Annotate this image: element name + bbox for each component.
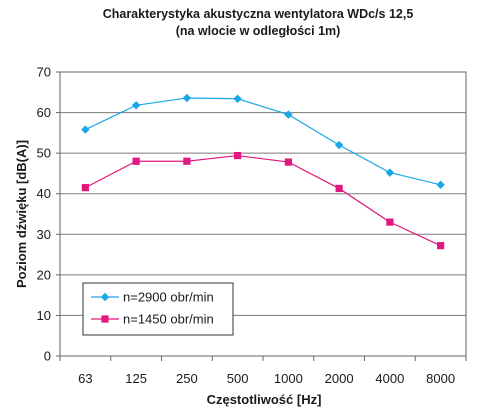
legend-marker <box>101 315 109 323</box>
y-tick-label: 0 <box>44 349 51 364</box>
y-tick-label: 10 <box>37 308 51 323</box>
data-point <box>81 125 90 134</box>
legend-label: n=2900 obr/min <box>123 290 214 305</box>
data-point <box>234 151 242 160</box>
data-point <box>182 93 192 103</box>
x-tick-label: 1000 <box>274 371 303 386</box>
x-tick-label: 250 <box>176 371 198 386</box>
series-line <box>85 154 441 247</box>
y-tick-label: 30 <box>37 227 51 242</box>
data-point <box>132 157 140 165</box>
data-point <box>131 101 141 110</box>
data-point <box>233 94 242 103</box>
x-tick-label: 63 <box>78 371 92 386</box>
data-point <box>335 184 343 193</box>
x-tick-label: 2000 <box>325 371 354 386</box>
x-axis-ticks: 63 125 250 500 1000 2000 4000 8000 <box>59 356 467 386</box>
chart-subtitle: (na wlocie w odległości 1m) <box>176 24 341 38</box>
chart-title: Charakterystyka akustyczna wentylatora W… <box>103 7 414 21</box>
data-point <box>385 168 395 177</box>
y-tick-label: 50 <box>37 146 51 161</box>
data-point <box>334 140 344 150</box>
grid-lines <box>60 112 466 316</box>
legend: n=2900 obr/min n=1450 obr/min <box>82 282 234 336</box>
data-point <box>284 158 292 166</box>
legend-entry: n=2900 obr/min <box>91 290 214 305</box>
y-tick-label: 60 <box>37 105 51 120</box>
series-1 <box>81 93 445 189</box>
y-axis-ticks: 0 10 20 30 40 50 60 70 <box>37 65 60 364</box>
data-point <box>386 218 394 226</box>
x-tick-label: 4000 <box>375 371 404 386</box>
y-axis-label: Poziom dźwięku [dB(A)] <box>14 140 29 288</box>
series-layer <box>81 93 445 250</box>
x-tick-label: 8000 <box>426 371 455 386</box>
x-tick-label: 125 <box>125 371 147 386</box>
y-tick-label: 70 <box>37 65 51 80</box>
data-point <box>284 110 293 119</box>
x-tick-label: 500 <box>227 371 249 386</box>
x-axis-label: Częstotliwość [Hz] <box>207 392 322 407</box>
data-point <box>81 184 89 192</box>
legend-label: n=1450 obr/min <box>123 312 214 327</box>
series-line <box>85 97 441 186</box>
data-point <box>437 242 445 250</box>
y-tick-label: 40 <box>37 186 51 201</box>
legend-marker <box>100 292 110 302</box>
y-tick-label: 20 <box>37 267 51 282</box>
series-2 <box>81 151 445 250</box>
data-point <box>436 180 445 189</box>
data-point <box>183 157 191 165</box>
legend-box <box>82 282 234 336</box>
legend-entry: n=1450 obr/min <box>91 312 214 327</box>
